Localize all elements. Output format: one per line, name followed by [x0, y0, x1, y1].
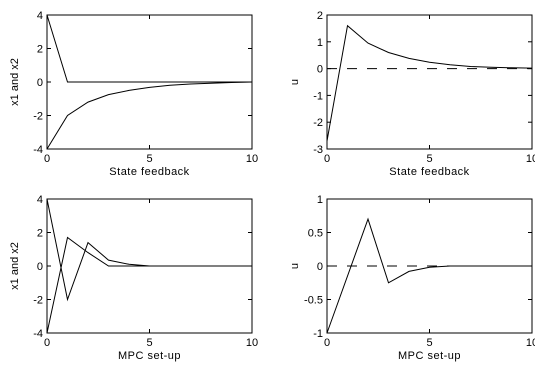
- y-tick-label: 4: [37, 194, 43, 206]
- y-tick-label: 0: [37, 261, 43, 273]
- y-tick-label: -2: [313, 117, 323, 129]
- y-axis-label: u: [289, 79, 301, 85]
- y-tick-label: 1: [317, 37, 323, 49]
- x-tick-label: 10: [246, 153, 258, 165]
- x-tick-label: 0: [324, 153, 330, 165]
- y-tick-label: -2: [33, 295, 43, 307]
- y-tick-label: 4: [37, 10, 43, 22]
- x-tick-label: 10: [246, 337, 258, 349]
- series-line-1: [326, 24, 533, 142]
- y-tick-label: -1: [313, 328, 323, 340]
- y-tick-label: -3: [313, 144, 323, 156]
- x-tick-label: 10: [526, 337, 535, 349]
- x-axis-label: MPC set-up: [118, 350, 181, 362]
- y-tick-label: -2: [33, 111, 43, 123]
- x-tick-label: 5: [146, 153, 152, 165]
- series-line-1: [46, 198, 252, 302]
- y-tick-label: 2: [37, 44, 43, 56]
- y-tick-label: -4: [33, 144, 43, 156]
- x-axis-label: MPC set-up: [398, 350, 461, 362]
- y-tick-label: -1: [313, 90, 323, 102]
- y-tick-label: -0.5: [304, 295, 323, 307]
- y-axis-label: x1 and x2: [9, 58, 21, 106]
- series-line-2: [46, 236, 252, 334]
- x-tick-label: 0: [324, 337, 330, 349]
- x-tick-label: 10: [526, 153, 535, 165]
- x-tick-label: 0: [44, 337, 50, 349]
- series-line-1: [46, 14, 252, 83]
- y-tick-label: 1: [317, 194, 323, 206]
- x-axis-label: State feedback: [109, 166, 189, 178]
- y-tick-label: 0.5: [308, 228, 323, 240]
- x-tick-label: 5: [426, 153, 432, 165]
- y-tick-label: 0: [317, 64, 323, 76]
- x-tick-label: 0: [44, 153, 50, 165]
- x-tick-label: 5: [146, 337, 152, 349]
- y-tick-label: 2: [37, 228, 43, 240]
- y-tick-label: 0: [37, 77, 43, 89]
- y-axis-label: u: [289, 263, 301, 269]
- x-axis-label: State feedback: [389, 166, 469, 178]
- y-tick-label: 2: [317, 10, 323, 22]
- subplot-1: 0 5 10 4 2 0 -2 -4 State feedback x1 and x2: [9, 10, 258, 178]
- subplot-3: 0 5 10 4 2 0 -2 -4 MPC set-up x1 and x2: [9, 194, 258, 362]
- series-line-2: [46, 81, 253, 150]
- axes-frame: [326, 14, 533, 150]
- y-tick-label: -4: [33, 328, 43, 340]
- subplot-4: 0 5 10 1 0.5 0 -0.5 -1 MPC set-up u: [289, 194, 535, 362]
- series-line-1: [326, 217, 532, 334]
- y-axis-label: x1 and x2: [9, 242, 21, 290]
- y-tick-label: 0: [317, 261, 323, 273]
- x-tick-label: 5: [426, 337, 432, 349]
